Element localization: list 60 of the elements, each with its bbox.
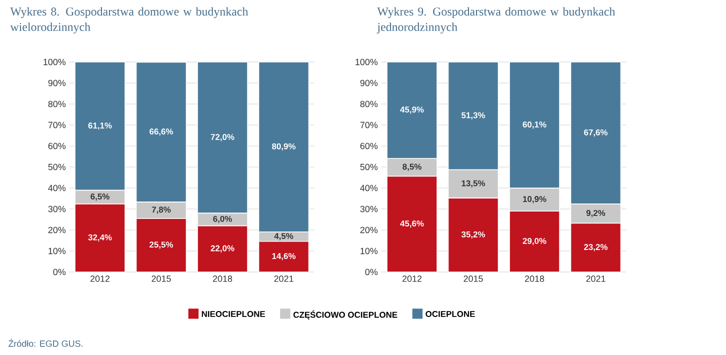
data-label: 66,6% [150,128,174,136]
text: Źródło: EGD GUS. [8,338,82,347]
y-tick-label: 80% [48,100,66,108]
data-label: 35,2% [461,231,486,239]
x-tick-label: 2012 [90,276,110,282]
y-tick-label: 30% [48,206,66,212]
x-tick-label: 2015 [464,276,483,282]
data-label: 80,9% [272,143,296,151]
data-label: 32,4% [88,234,112,242]
data-label: 8,5% [402,164,422,171]
data-label: 61,1% [88,122,112,130]
legend-label: CZĘŚCIOWO OCIEPLONE [293,310,398,320]
data-label: 23,2% [584,244,608,252]
x-tick-label: 2018 [524,276,544,282]
legend-label: NIEOCIEPLONE [202,310,265,317]
data-label: 45,6% [400,220,424,228]
x-tick-label: 2015 [152,276,171,282]
y-tick-label: 0% [365,268,378,276]
y-tick-label: 70% [360,122,378,128]
y-tick-label: 70% [48,122,66,128]
data-label: 6,5% [90,194,110,201]
legend-label: OCIEPLONE [426,310,475,317]
y-tick-label: 60% [48,142,66,150]
y-tick-label: 20% [360,226,378,234]
y-tick-label: 90% [48,80,66,86]
data-label: 6,0% [213,216,232,224]
y-tick-label: 10% [360,248,378,254]
y-tick-label: 100% [356,58,378,66]
y-tick-label: 50% [360,164,378,170]
y-tick-label: 60% [360,142,378,150]
data-label: 67,6% [584,129,608,137]
y-tick-label: 40% [360,184,378,192]
y-tick-label: 0% [53,268,66,276]
y-tick-label: 90% [360,80,378,86]
data-label: 4,5% [274,233,294,240]
x-tick-label: 2018 [212,276,232,282]
y-tick-label: 10% [48,248,66,254]
y-tick-label: 100% [44,58,66,66]
y-tick-label: 20% [48,226,66,234]
data-label: 60,1% [522,122,546,129]
data-label: 22,0% [210,245,234,253]
x-tick-label: 2021 [274,276,294,282]
data-label: 45,9% [400,106,424,114]
y-tick-label: 40% [48,184,66,192]
chart-title: Wykres 8. Gospodarstwa domowe w budynkach wielorodzinnych [10,7,248,34]
y-tick-label: 80% [360,100,378,108]
data-label: 25,5% [150,242,174,249]
data-label: 9,2% [586,210,606,218]
y-tick-label: 50% [48,164,66,170]
x-tick-label: 2012 [402,276,422,282]
data-label: 13,5% [462,180,486,188]
data-label: 29,0% [522,238,546,246]
data-label: 10,9% [523,196,546,204]
data-label: 7,8% [152,206,171,214]
data-label: 51,3% [462,112,486,120]
data-label: 72,0% [210,134,234,142]
data-label: 14,6% [272,253,296,260]
x-tick-label: 2021 [586,276,606,282]
chart-title: Wykres 9. Gospodarstwa domowe w budynkach jednorodzinnych [376,7,616,34]
y-tick-label: 30% [360,206,378,212]
